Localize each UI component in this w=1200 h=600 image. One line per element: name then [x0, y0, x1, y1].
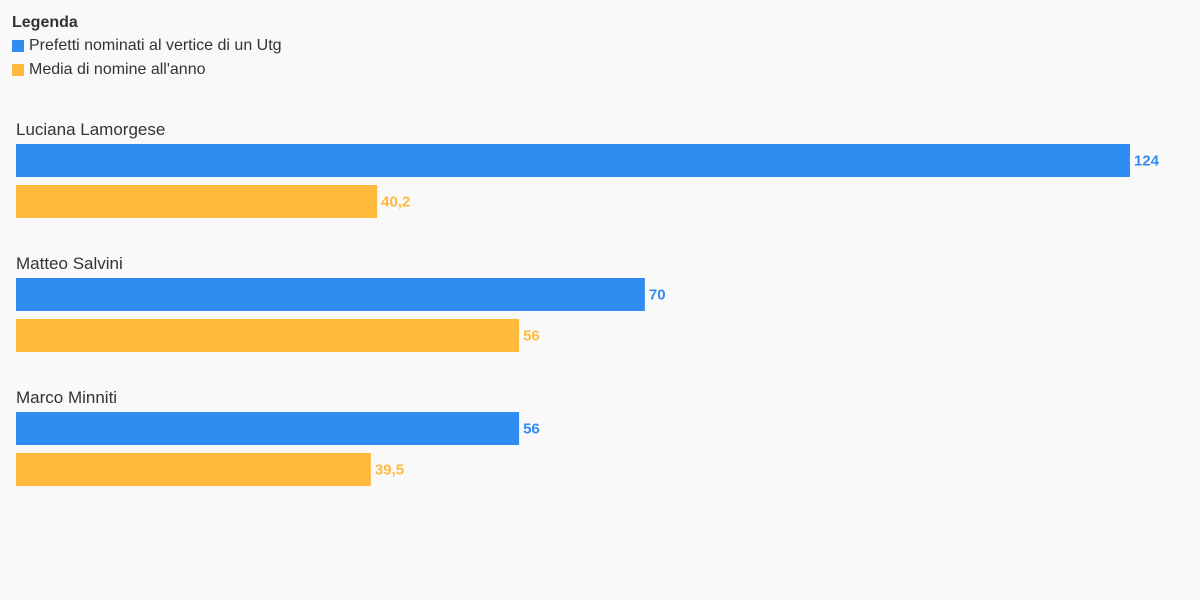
bar-luciana-lamorgese-series-2	[16, 185, 378, 218]
legend-item-media: Media di nomine all'anno	[12, 58, 282, 82]
legend-label-media: Media di nomine all'anno	[29, 61, 206, 78]
bar-marco-minniti-series-2	[16, 453, 371, 486]
bar-matteo-salvini-series-2	[16, 319, 520, 352]
value-label-luciana-lamorgese-series-1: 124	[1134, 153, 1160, 170]
legend-item-prefetti: Prefetti nominati al vertice di un Utg	[12, 34, 282, 58]
value-label-marco-minniti-series-2: 39,5	[375, 462, 404, 479]
category-label-matteo-salvini: Matteo Salvini	[16, 254, 123, 273]
legend-swatch-yellow	[12, 64, 24, 76]
value-label-matteo-salvini-series-1: 70	[649, 287, 666, 304]
legend-title: Legenda	[12, 14, 78, 31]
category-label-luciana-lamorgese: Luciana Lamorgese	[16, 120, 165, 139]
legend: Legenda Prefetti nominati al vertice di …	[12, 12, 282, 82]
legend-swatch-blue	[12, 40, 24, 52]
category-label-marco-minniti: Marco Minniti	[16, 388, 117, 407]
bar-marco-minniti-series-1	[16, 412, 520, 445]
value-label-luciana-lamorgese-series-2: 40,2	[381, 194, 410, 211]
value-label-marco-minniti-series-1: 56	[523, 421, 540, 438]
bar-matteo-salvini-series-1	[16, 278, 645, 311]
bar-luciana-lamorgese-series-1	[16, 144, 1130, 177]
legend-label-prefetti: Prefetti nominati al vertice di un Utg	[29, 37, 282, 54]
value-label-matteo-salvini-series-2: 56	[523, 328, 540, 345]
